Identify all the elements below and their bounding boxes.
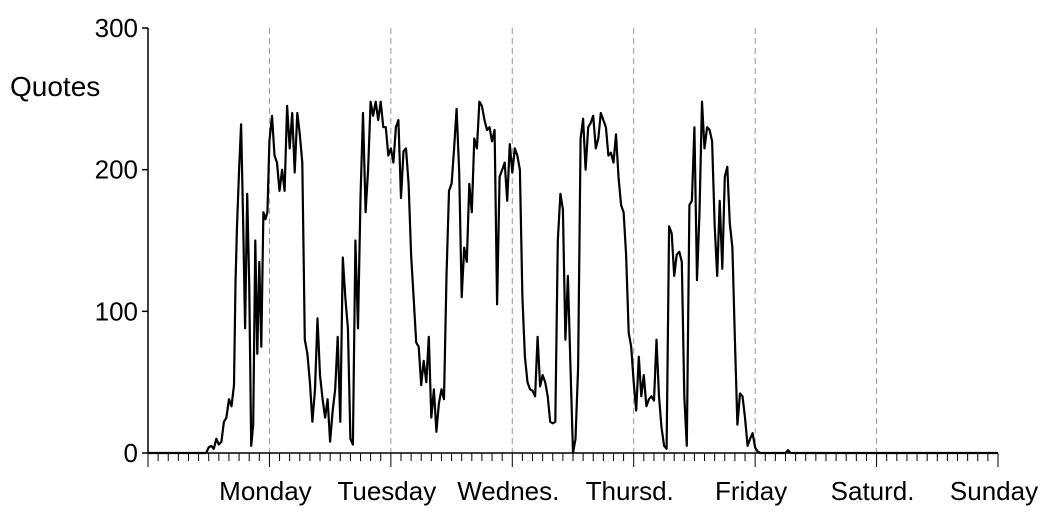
day-label-7: Sunday [950,476,1038,506]
day-label-3: Wednes. [457,476,559,506]
y-tick-label: 0 [124,438,138,468]
y-tick-label: 200 [95,155,138,185]
x-axis-day-labels: Monday Tuesday Wednes. Thursd. Friday Saturd.… [219,476,1038,506]
x-axis-ticks [147,453,999,467]
axes [147,28,998,454]
y-tick-label: 100 [95,296,138,326]
y-tick-label: 300 [95,13,138,43]
day-label-5: Friday [715,476,787,506]
day-label-4: Thursd. [586,476,674,506]
day-boundary-gridlines [268,28,878,453]
series-line-1 [148,100,998,455]
day-label-6: Saturd. [831,476,915,506]
series [148,100,998,455]
day-label-1: Monday [219,476,312,506]
day-label-2: Tuesday [337,476,436,506]
y-axis-ticks: 0 100 200 300 [95,13,148,468]
y-axis-title: Quotes [10,71,100,102]
